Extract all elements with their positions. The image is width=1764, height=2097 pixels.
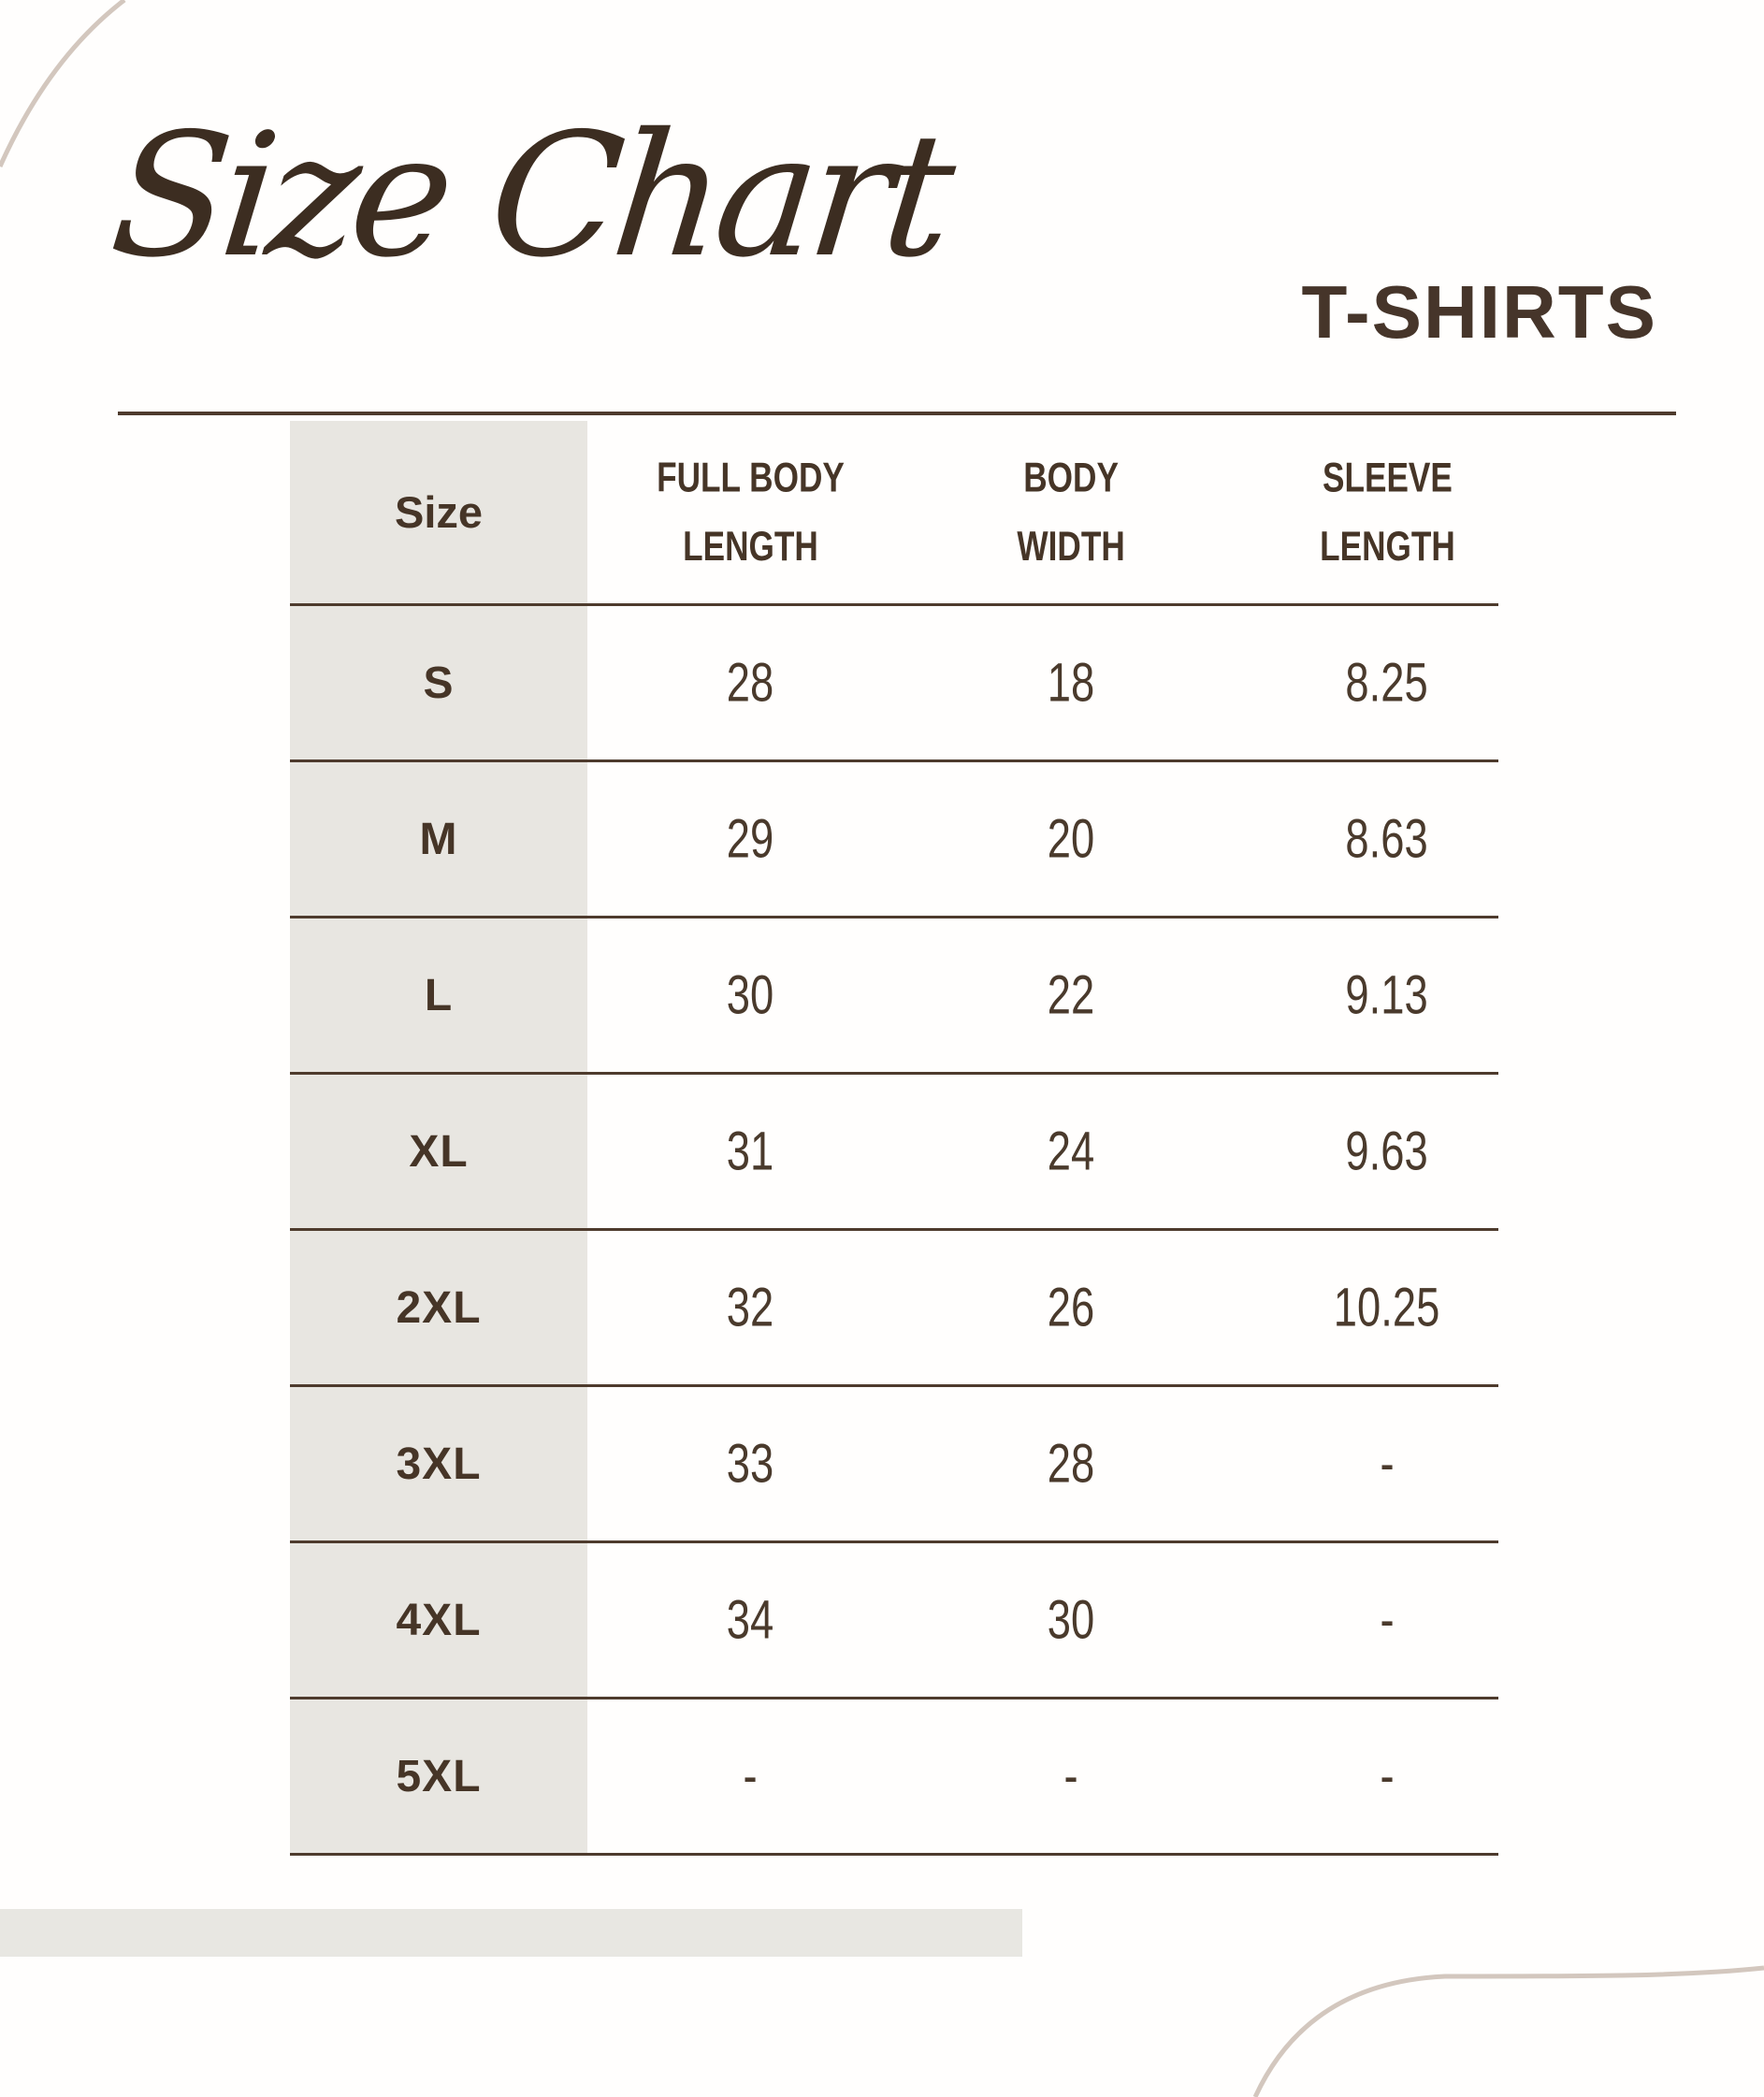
size-cell: L [290, 918, 587, 1072]
full-body-length-value: 29 [726, 808, 774, 870]
sleeve-length-value: - [1380, 1589, 1395, 1651]
sleeve-length-value: 9.13 [1345, 964, 1429, 1026]
sleeve-length-value: 10.25 [1334, 1277, 1440, 1338]
size-value: 5XL [396, 1751, 482, 1801]
full-body-length-value: 28 [726, 652, 774, 714]
full-body-length-cell: 34 [587, 1543, 913, 1697]
sleeve-length-cell: 8.63 [1229, 762, 1498, 916]
full-body-length-cell: 31 [587, 1075, 913, 1228]
header-cell-full-body-length: FULL BODY LENGTH [587, 421, 913, 603]
full-body-length-cell: - [587, 1699, 913, 1853]
header-line: WIDTH [1017, 522, 1125, 570]
body-width-header: BODY WIDTH [1017, 443, 1124, 581]
page-title: Size Chart [103, 96, 957, 295]
header-line: SLEEVE [1322, 454, 1453, 501]
sleeve-length-cell: - [1229, 1387, 1498, 1540]
table-header-row: Size FULL BODY LENGTH BODY WIDTH SLEEVE … [290, 421, 1498, 603]
table-row-5xl: 5XL - - - [290, 1697, 1498, 1853]
corner-curve-top-left [0, 0, 126, 168]
sleeve-length-cell: 8.25 [1229, 606, 1498, 759]
corner-curve-bottom-right [1252, 1965, 1764, 2097]
full-body-length-value: 33 [726, 1433, 774, 1495]
full-body-length-value: 31 [726, 1121, 774, 1182]
full-body-length-header: FULL BODY LENGTH [657, 443, 845, 581]
sleeve-length-value: 8.25 [1345, 652, 1429, 714]
size-cell: 3XL [290, 1387, 587, 1540]
body-width-cell: 26 [913, 1231, 1229, 1384]
body-width-value: 22 [1047, 964, 1095, 1026]
size-cell: 4XL [290, 1543, 587, 1697]
sleeve-length-value: - [1380, 1745, 1395, 1807]
body-width-cell: 20 [913, 762, 1229, 916]
size-value: 4XL [396, 1595, 482, 1645]
body-width-cell: 24 [913, 1075, 1229, 1228]
sleeve-length-cell: 10.25 [1229, 1231, 1498, 1384]
full-body-length-value: 34 [726, 1589, 774, 1651]
body-width-value: 20 [1047, 808, 1095, 870]
body-width-cell: 18 [913, 606, 1229, 759]
sleeve-length-cell: 9.63 [1229, 1075, 1498, 1228]
size-cell: M [290, 762, 587, 916]
sleeve-length-cell: - [1229, 1543, 1498, 1697]
header-cell-body-width: BODY WIDTH [913, 421, 1229, 603]
body-width-value: 28 [1047, 1433, 1095, 1495]
sleeve-length-value: 8.63 [1345, 808, 1429, 870]
size-value: L [424, 970, 454, 1020]
full-body-length-value: - [743, 1745, 758, 1807]
size-value: 2XL [396, 1282, 482, 1333]
full-body-length-cell: 28 [587, 606, 913, 759]
size-value: M [419, 814, 458, 864]
size-cell: S [290, 606, 587, 759]
header-cell-size: Size [290, 421, 587, 603]
table-row-l: L 30 22 9.13 [290, 916, 1498, 1072]
size-table: Size FULL BODY LENGTH BODY WIDTH SLEEVE … [290, 421, 1498, 1856]
table-row-s: S 28 18 8.25 [290, 603, 1498, 759]
size-value: S [423, 658, 455, 708]
full-body-length-value: 32 [726, 1277, 774, 1338]
full-body-length-cell: 33 [587, 1387, 913, 1540]
size-value: XL [409, 1126, 469, 1177]
sleeve-length-value: - [1380, 1433, 1395, 1495]
bottom-accent-bar [0, 1909, 1022, 1957]
body-width-cell: 30 [913, 1543, 1229, 1697]
header-line: LENGTH [1319, 522, 1455, 570]
body-width-value: 30 [1047, 1589, 1095, 1651]
table-row-4xl: 4XL 34 30 - [290, 1540, 1498, 1697]
body-width-value: 18 [1047, 652, 1095, 714]
header-line: LENGTH [682, 522, 818, 570]
title-divider-rule [118, 412, 1676, 415]
table-row-m: M 29 20 8.63 [290, 759, 1498, 916]
table-row-3xl: 3XL 33 28 - [290, 1384, 1498, 1540]
size-column-header: Size [394, 487, 484, 537]
full-body-length-cell: 30 [587, 918, 913, 1072]
body-width-value: 24 [1047, 1121, 1095, 1182]
sleeve-length-header: SLEEVE LENGTH [1320, 443, 1455, 581]
header-line: FULL BODY [656, 454, 845, 501]
table-row-xl: XL 31 24 9.63 [290, 1072, 1498, 1228]
body-width-cell: 22 [913, 918, 1229, 1072]
sleeve-length-cell: 9.13 [1229, 918, 1498, 1072]
header-cell-sleeve-length: SLEEVE LENGTH [1229, 421, 1498, 603]
size-value: 3XL [396, 1439, 482, 1489]
size-cell: 2XL [290, 1231, 587, 1384]
body-width-value: 26 [1047, 1277, 1095, 1338]
full-body-length-value: 30 [726, 964, 774, 1026]
size-cell: 5XL [290, 1699, 587, 1853]
table-row-2xl: 2XL 32 26 10.25 [290, 1228, 1498, 1384]
size-cell: XL [290, 1075, 587, 1228]
sleeve-length-cell: - [1229, 1699, 1498, 1853]
body-width-cell: - [913, 1699, 1229, 1853]
category-label: T-SHIRTS [1301, 270, 1657, 354]
body-width-value: - [1063, 1745, 1078, 1807]
body-width-cell: 28 [913, 1387, 1229, 1540]
header-line: BODY [1023, 454, 1119, 501]
full-body-length-cell: 32 [587, 1231, 913, 1384]
sleeve-length-value: 9.63 [1345, 1121, 1429, 1182]
full-body-length-cell: 29 [587, 762, 913, 916]
